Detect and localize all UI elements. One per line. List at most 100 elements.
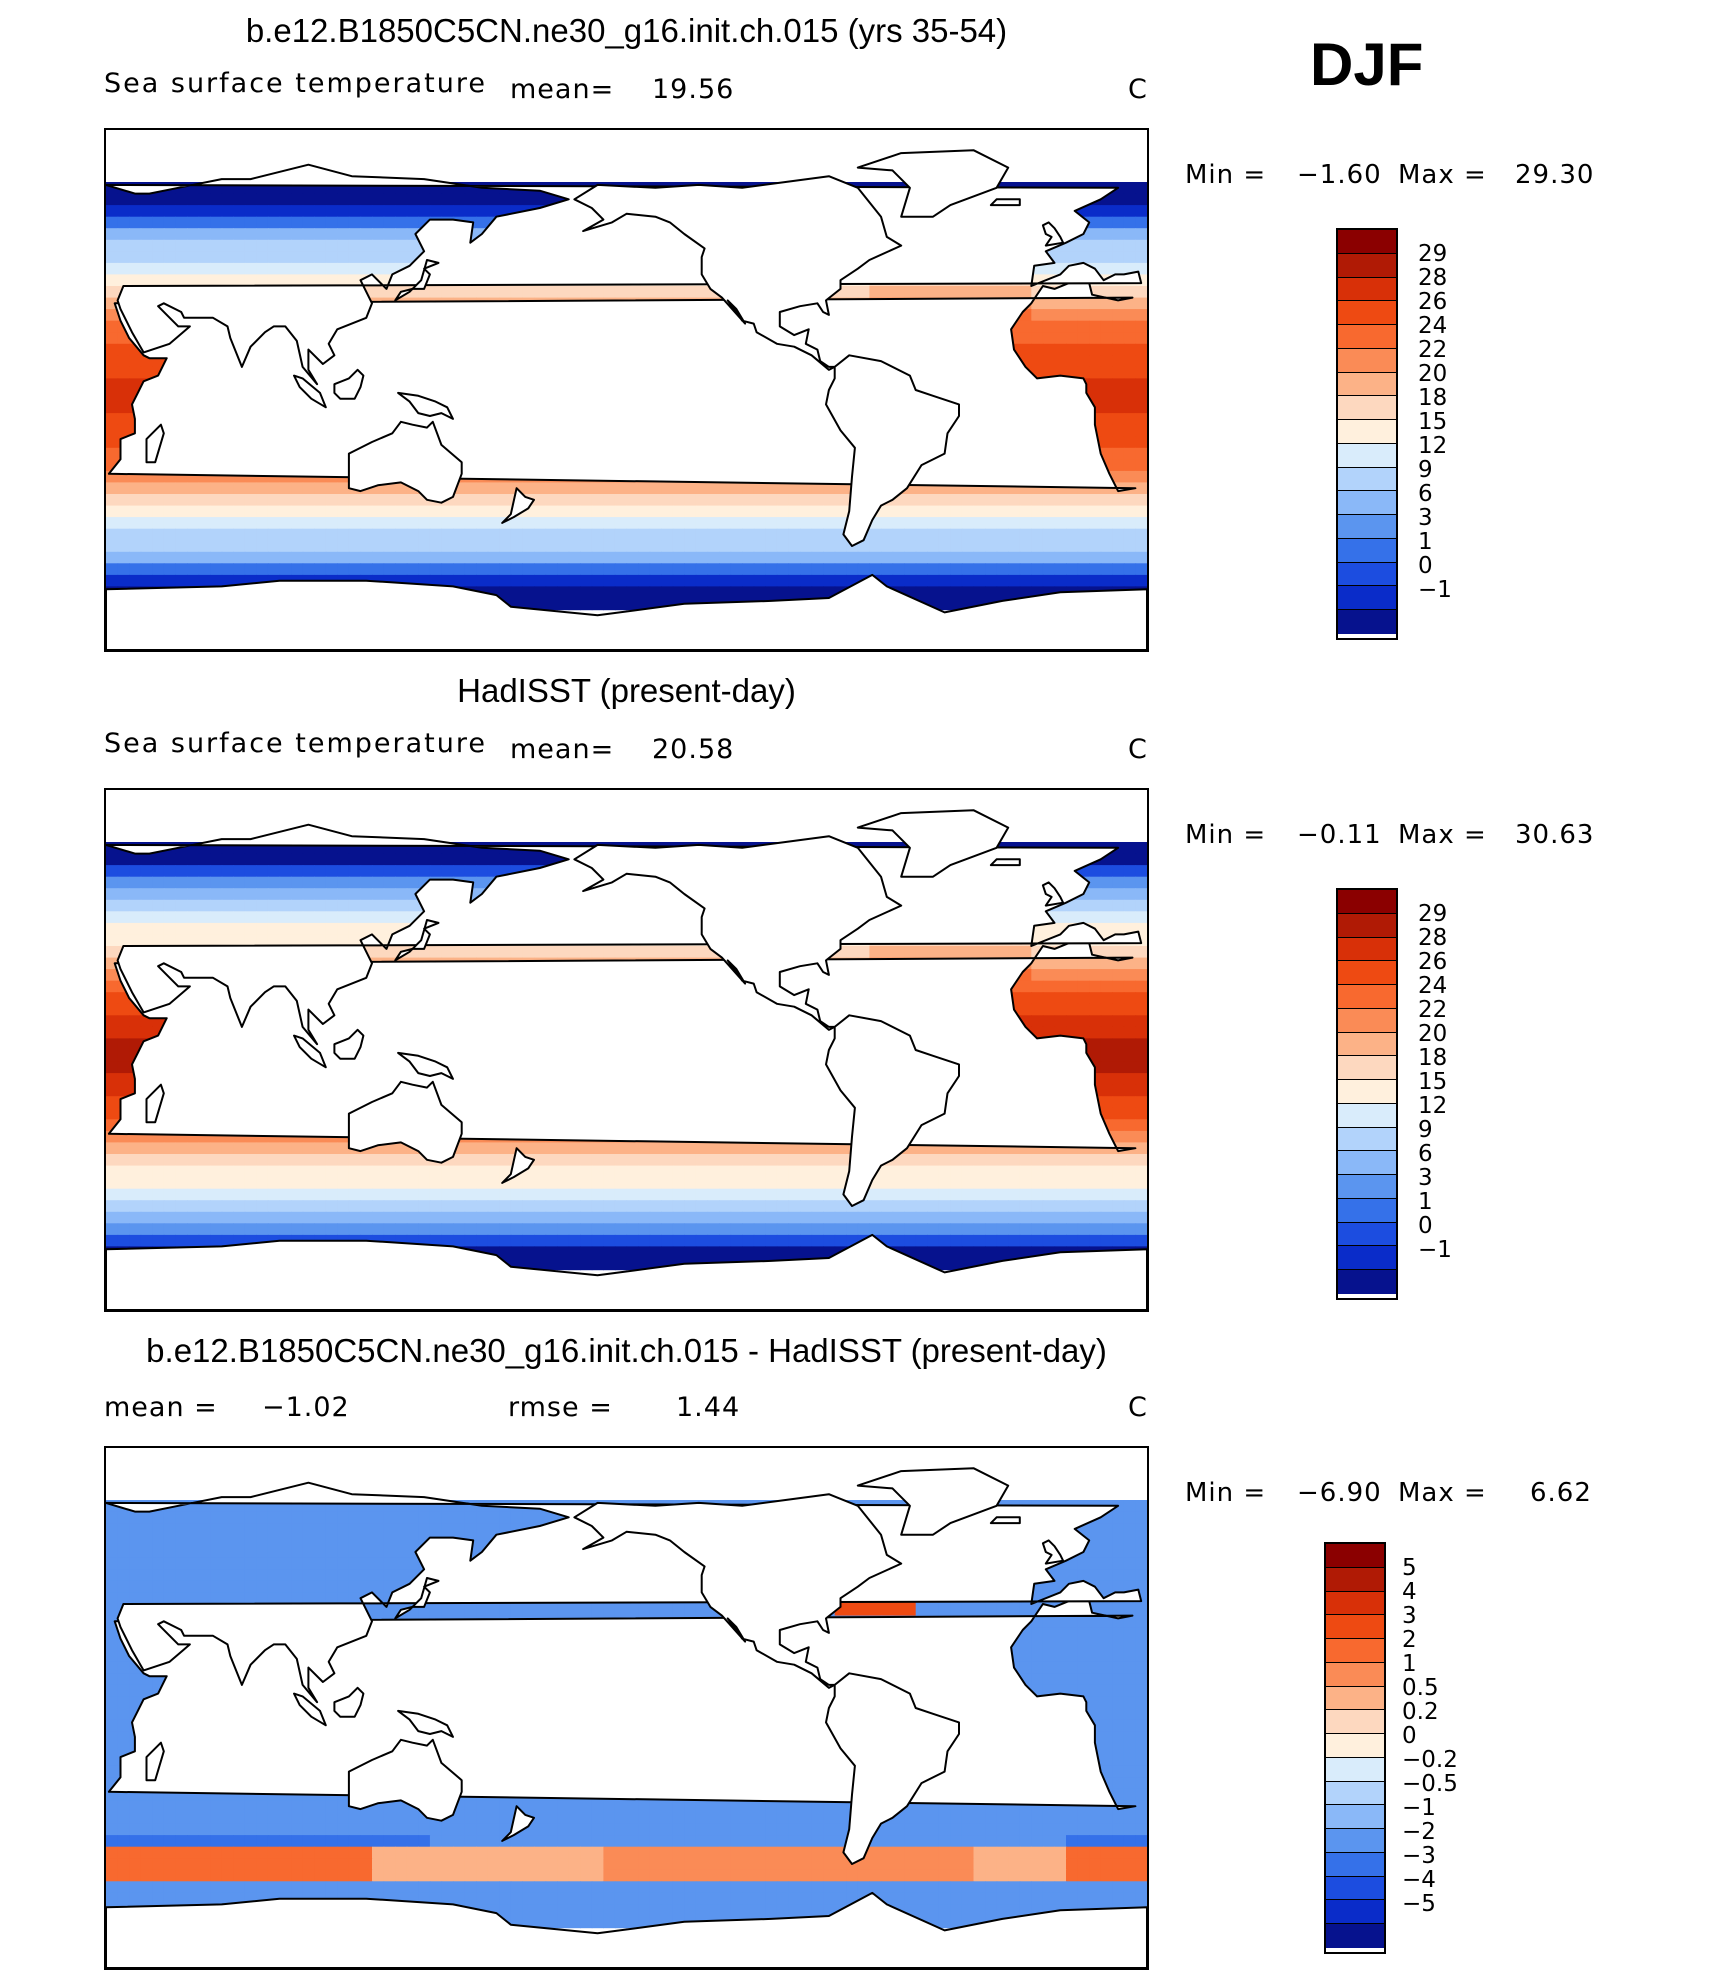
field-cell [1100, 262, 1113, 276]
field-cell [360, 865, 373, 878]
field-cell [985, 540, 998, 553]
field-cell [337, 274, 350, 287]
field-cell [395, 911, 408, 924]
field-cell [1100, 957, 1113, 970]
field-cell [198, 205, 211, 218]
field-cell [302, 239, 315, 252]
field-cell [765, 494, 778, 507]
field-cell [198, 482, 211, 495]
field-cell [1077, 251, 1090, 264]
field-cell [175, 551, 188, 564]
field-cell [1100, 528, 1113, 541]
field-cell [1100, 1003, 1113, 1016]
field-cell [129, 876, 142, 889]
field-cell [279, 540, 292, 553]
field-cell [256, 494, 269, 507]
field-cell [834, 563, 847, 576]
field-cell [476, 563, 489, 576]
field-cell [776, 517, 790, 530]
field-cell [938, 551, 951, 564]
field-cell [360, 262, 373, 276]
field-cell [1112, 969, 1125, 982]
field-cell [117, 574, 130, 588]
field-cell [730, 574, 743, 588]
field-cell [175, 274, 188, 287]
field-cell [499, 528, 512, 541]
field-cell [163, 563, 176, 576]
field-cell [244, 251, 257, 264]
field-cell [106, 193, 119, 206]
field-cell [568, 540, 581, 553]
field-cell [233, 934, 246, 947]
field-cell [985, 574, 998, 588]
field-cell [730, 482, 743, 495]
field-cell [1123, 286, 1137, 299]
field-cell [661, 563, 674, 576]
field-cell [904, 528, 917, 541]
field-cell [927, 540, 940, 553]
field-cell [1042, 309, 1056, 322]
field-cell [360, 888, 373, 901]
mean-value: 19.56 [652, 74, 735, 105]
field-cell [684, 494, 697, 507]
field-cell [695, 494, 709, 507]
field-cell [106, 482, 119, 495]
field-cell [476, 286, 489, 299]
field-cell [614, 946, 628, 959]
field-cell [140, 540, 153, 553]
field-cell [672, 574, 685, 588]
field-cell [360, 876, 373, 889]
field-cell [638, 517, 651, 530]
field-cell [695, 528, 709, 541]
field-cell [487, 193, 500, 206]
field-cell [915, 517, 928, 530]
field-cell [522, 853, 535, 866]
field-cell [383, 899, 396, 912]
field-cell [429, 540, 443, 553]
field-cell [1089, 343, 1102, 356]
field-cell [788, 586, 801, 599]
field-cell [256, 505, 269, 518]
field-cell [1112, 366, 1125, 380]
field-cell [187, 262, 200, 276]
field-cell [1054, 343, 1067, 356]
field-cell [707, 505, 720, 518]
landmass [1041, 221, 1065, 247]
field-cell [522, 540, 535, 553]
field-cell [360, 517, 373, 530]
field-cell [233, 551, 246, 564]
field-cell [325, 551, 338, 564]
units-label: C [1128, 734, 1148, 765]
field-cell [557, 586, 570, 599]
field-cell [1100, 228, 1113, 241]
field-cell [360, 494, 373, 507]
field-cell [429, 528, 443, 541]
field-cell [267, 528, 281, 541]
field-cell [1031, 551, 1044, 564]
field-cell [117, 424, 130, 437]
field-cell [950, 946, 963, 959]
field-cell [904, 574, 917, 588]
colorbar-band [1338, 348, 1396, 373]
field-cell [314, 505, 327, 518]
field-cell [1054, 309, 1067, 322]
field-cell [1100, 540, 1113, 553]
field-cell [730, 586, 743, 599]
field-cell [1089, 899, 1102, 912]
field-cell [730, 528, 743, 541]
field-cell [846, 286, 859, 299]
field-cell [672, 563, 685, 576]
field-cell [395, 888, 408, 901]
field-cell [291, 517, 304, 530]
field-cell [684, 505, 697, 518]
field-cell [557, 563, 570, 576]
field-cell [233, 540, 246, 553]
field-cell [603, 586, 616, 599]
field-cell [1112, 505, 1125, 518]
field-cell [314, 540, 327, 553]
field-cell [534, 528, 547, 541]
field-cell [1100, 574, 1113, 588]
field-cell [1077, 1003, 1090, 1016]
field-cell [580, 946, 593, 959]
field-cell [1019, 946, 1032, 959]
